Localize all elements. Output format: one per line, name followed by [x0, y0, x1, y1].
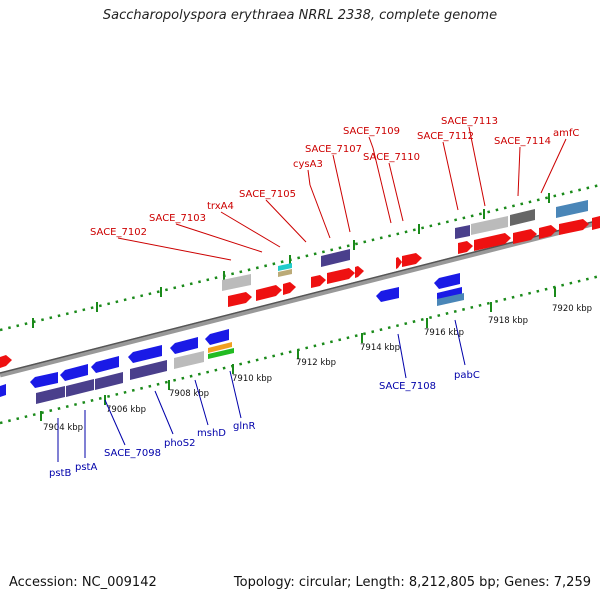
grey-feature — [174, 351, 204, 369]
gene-arrow — [402, 253, 422, 267]
gene-arrow — [437, 287, 462, 300]
genome-title: Saccharopolyspora erythraea NRRL 2338, c… — [102, 8, 498, 23]
gene-arrow — [474, 233, 511, 251]
ruler-label: 7912 kbp — [296, 358, 336, 368]
ruler-label: 7908 kbp — [169, 389, 209, 399]
ruler-label: 7904 kbp — [43, 423, 83, 433]
gene-label: glnR — [233, 421, 255, 432]
ruler-label: 7910 kbp — [232, 374, 272, 384]
genome-backbone — [0, 219, 600, 378]
ruler-ticks-lower — [40, 287, 556, 421]
purple-feature — [95, 372, 123, 390]
gene-arrow — [0, 355, 12, 368]
purple-feature — [321, 249, 350, 267]
gene-arrow — [327, 268, 355, 284]
ruler-track-lower — [0, 274, 600, 425]
gene-arrow — [311, 275, 326, 288]
ruler-label: 7920 kbp — [552, 304, 592, 314]
steel-feature — [437, 293, 464, 306]
gene-label: pstB — [49, 468, 71, 479]
dark-grey-feature — [510, 209, 535, 226]
leader-lines-bottom — [57, 319, 466, 462]
ruler-labels: 7904 kbp 7906 kbp 7908 kbp 7910 kbp 7912… — [43, 304, 592, 433]
gene-labels-bottom: pstB pstA SACE_7098 phoS2 mshD glnR SACE… — [49, 370, 480, 479]
gene-label: SACE_7112 — [417, 131, 474, 142]
leader-lines-top — [117, 126, 567, 261]
gene-label: mshD — [197, 428, 226, 439]
purple-feature — [130, 360, 167, 380]
gene-label: trxA4 — [207, 201, 234, 212]
gene-arrow — [256, 285, 282, 301]
gene-arrow — [205, 329, 229, 345]
gene-arrow — [376, 287, 399, 302]
gene-labels-top: SACE_7102 SACE_7103 trxA4 SACE_7105 cysA… — [90, 116, 579, 238]
grey-feature — [471, 216, 508, 235]
gene-label: SACE_7102 — [90, 227, 147, 238]
gene-label: amfC — [553, 128, 579, 139]
ruler-label: 7918 kbp — [488, 316, 528, 326]
gene-arrow — [458, 241, 473, 254]
ruler-label: 7914 kbp — [360, 343, 400, 353]
gene-arrow — [283, 282, 296, 295]
gene-label: SACE_7103 — [149, 213, 206, 224]
gene-arrow — [91, 356, 119, 373]
gene-label: SACE_7098 — [104, 448, 161, 459]
tan-feature — [278, 269, 292, 277]
gene-arrow — [170, 337, 198, 354]
gene-label: SACE_7108 — [379, 381, 436, 392]
gene-arrow — [355, 266, 364, 278]
gene-label: cysA3 — [293, 159, 323, 170]
purple-feature — [66, 379, 94, 397]
ruler-track-upper — [0, 183, 600, 332]
accession-text: Accession: NC_009142 — [9, 575, 157, 590]
gene-label: SACE_7107 — [305, 144, 362, 155]
gene-arrow — [60, 364, 88, 381]
grey-feature — [222, 274, 251, 291]
gene-label: SACE_7114 — [494, 136, 551, 147]
gene-arrow — [396, 257, 402, 269]
gene-arrow — [0, 384, 6, 397]
gene-label: SACE_7113 — [441, 116, 498, 127]
gene-arrow — [539, 225, 557, 239]
gene-arrow — [559, 219, 589, 235]
steel-feature — [556, 200, 588, 218]
gene-arrow — [228, 292, 252, 307]
gene-arrow — [434, 273, 460, 289]
gene-label: SACE_7110 — [363, 152, 420, 163]
purple-feature — [36, 386, 65, 404]
green-feature — [208, 348, 234, 359]
orange-feature — [208, 342, 232, 353]
feature-blocks — [36, 200, 588, 404]
gene-arrow — [592, 216, 600, 230]
cyan-feature — [278, 263, 292, 271]
purple-feature — [455, 225, 470, 239]
reverse-genes — [0, 273, 462, 397]
gene-label: pabC — [454, 370, 480, 381]
gene-arrow — [128, 345, 162, 363]
gene-label: phoS2 — [164, 438, 196, 449]
ruler-label: 7916 kbp — [424, 328, 464, 338]
ruler-label: 7906 kbp — [106, 405, 146, 415]
ruler-ticks-upper — [32, 193, 550, 328]
gene-arrow — [30, 372, 58, 388]
gene-label: pstA — [75, 462, 97, 473]
gene-arrow — [513, 229, 537, 244]
gene-label: SACE_7105 — [239, 189, 296, 200]
forward-genes — [0, 216, 600, 368]
topology-text: Topology: circular; Length: 8,212,805 bp… — [233, 575, 591, 590]
gene-label: SACE_7109 — [343, 126, 400, 137]
